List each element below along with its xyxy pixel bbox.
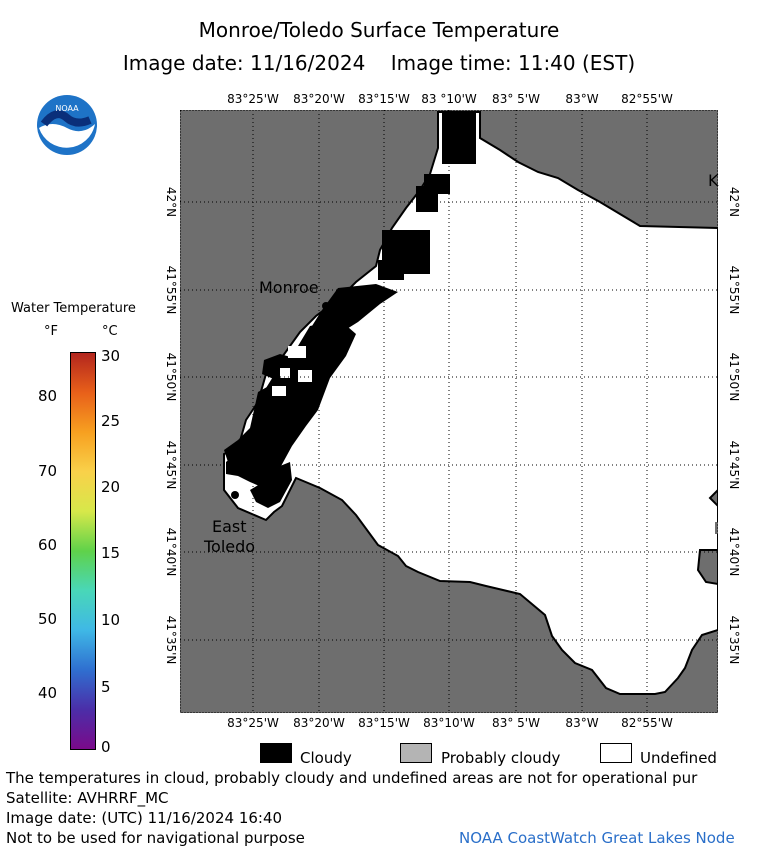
map-title: Monroe/Toledo Surface Temperature xyxy=(198,18,560,42)
noaa-logo-icon: NOAA xyxy=(36,94,98,156)
lat-label-right: 42°N xyxy=(727,186,741,218)
legend-cloudy-label: Cloudy xyxy=(300,749,352,767)
monroe-marker xyxy=(322,302,330,310)
legend-undefined-label: Undefined xyxy=(640,749,717,767)
colorbar-f-tick: 70 xyxy=(38,462,58,480)
lat-label-right: 41°40'N xyxy=(727,527,741,577)
lat-label-left: 41°50'N xyxy=(164,352,178,402)
lon-label-bottom: 83°15'W xyxy=(358,716,410,730)
colorbar-title: Water Temperature xyxy=(11,301,136,316)
lon-label-top: 83° 5'W xyxy=(492,92,540,106)
place-label: Monroe xyxy=(259,278,319,297)
lake-water xyxy=(223,111,718,695)
colorbar-gradient xyxy=(70,352,96,750)
shore-island xyxy=(696,549,718,586)
lon-label-top: 83°25'W xyxy=(227,92,279,106)
lat-label-left: 41°55'N xyxy=(164,265,178,315)
disclaimer-text: The temperatures in cloud, probably clou… xyxy=(6,769,698,787)
colorbar-c-tick: 0 xyxy=(101,738,111,756)
lon-label-top: 82°55'W xyxy=(621,92,673,106)
shore-island xyxy=(708,488,718,508)
place-label: East xyxy=(212,517,247,536)
svg-text:NOAA: NOAA xyxy=(55,104,79,113)
colorbar-f-tick: 40 xyxy=(38,684,58,702)
cloud-gaps xyxy=(272,346,312,396)
colorbar-unit-c: °C xyxy=(102,324,118,339)
lat-label-right: 41°35'N xyxy=(727,615,741,665)
lat-label-right: 41°45'N xyxy=(727,440,741,490)
lon-label-bottom: 83°20'W xyxy=(293,716,345,730)
credit-text: NOAA CoastWatch Great Lakes Node xyxy=(459,829,735,847)
toledo-marker xyxy=(231,491,239,499)
lat-label-left: 41°45'N xyxy=(164,440,178,490)
colorbar-f-tick: 60 xyxy=(38,536,58,554)
colorbar-unit-f: °F xyxy=(44,324,58,339)
lat-label-left: 41°35'N xyxy=(164,615,178,665)
lat-label-left: 42°N xyxy=(164,186,178,218)
colorbar-c-tick: 15 xyxy=(101,544,121,562)
lat-label-left: 41°40'N xyxy=(164,527,178,577)
colorbar-c-tick: 25 xyxy=(101,412,121,430)
lon-label-top: 83°20'W xyxy=(293,92,345,106)
lon-label-top: 83 °10'W xyxy=(421,92,477,106)
lon-label-bottom: 83°25'W xyxy=(227,716,279,730)
colorbar-c-tick: 10 xyxy=(101,611,121,629)
legend-probably-cloudy-swatch xyxy=(400,743,432,763)
colorbar-f-tick: 50 xyxy=(38,610,58,628)
lat-label-right: 41°55'N xyxy=(727,265,741,315)
map-subtitle: Image date: 11/16/2024 Image time: 11:40… xyxy=(122,51,636,75)
lon-label-bottom: 83°W xyxy=(565,716,599,730)
utc-date-text: Image date: (UTC) 11/16/2024 16:40 xyxy=(6,809,283,827)
colorbar-c-tick: 5 xyxy=(101,678,111,696)
legend-undefined-swatch xyxy=(600,743,632,763)
legend-cloudy-swatch xyxy=(260,743,292,763)
lon-label-top: 83°15'W xyxy=(358,92,410,106)
lon-label-bottom: 83° 5'W xyxy=(492,716,540,730)
place-label: Toledo xyxy=(204,537,256,556)
legend-probably-cloudy-label: Probably cloudy xyxy=(441,749,561,767)
colorbar-c-tick: 30 xyxy=(101,347,121,365)
map-border xyxy=(180,110,718,713)
colorbar-f-tick: 80 xyxy=(38,387,58,405)
lat-label-right: 41°50'N xyxy=(727,352,741,402)
place-label: K xyxy=(708,171,719,190)
graticule xyxy=(180,110,718,713)
lon-label-top: 83°W xyxy=(565,92,599,106)
navigation-note: Not to be used for navigational purpose xyxy=(6,829,305,847)
colorbar-c-tick: 20 xyxy=(101,478,121,496)
map-panel xyxy=(180,110,718,713)
lon-label-bottom: 83°10'W xyxy=(423,716,475,730)
lon-label-bottom: 82°55'W xyxy=(621,716,673,730)
satellite-text: Satellite: AVHRRF_MC xyxy=(6,789,169,807)
